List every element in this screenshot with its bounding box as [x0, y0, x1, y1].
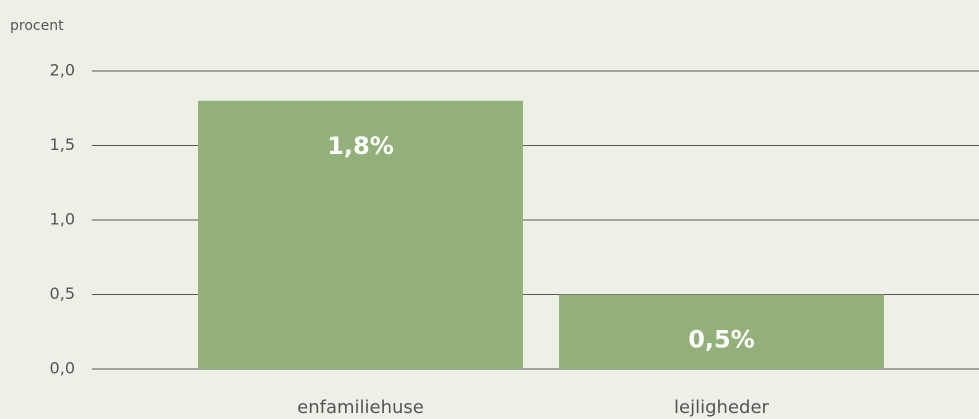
- y-tick-label: 0,0: [50, 359, 75, 378]
- bar: [198, 100, 523, 370]
- y-tick-label: 1,0: [50, 210, 75, 229]
- value-label: 0,5%: [688, 326, 755, 354]
- y-tick-label: 2,0: [50, 61, 75, 80]
- y-tick-label: 0,5: [50, 284, 75, 303]
- y-tick-label: 1,5: [50, 135, 75, 154]
- y-axis-label: procent: [10, 18, 64, 34]
- x-tick-label: enfamiliehuse: [297, 397, 424, 418]
- value-label: 1,8%: [327, 132, 394, 160]
- x-tick-label: lejligheder: [674, 397, 769, 418]
- bar: [559, 294, 884, 369]
